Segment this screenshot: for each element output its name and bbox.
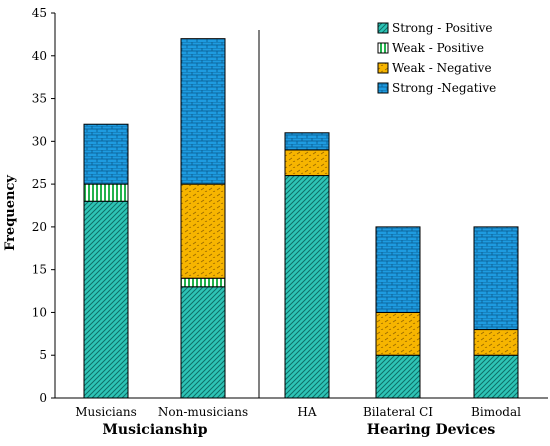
bar-segment: [375, 354, 421, 399]
bar-segment: [83, 183, 129, 202]
bar-segment: [83, 123, 129, 185]
bar-segment: [284, 175, 330, 399]
legend-swatch: [377, 62, 389, 74]
bar-segment: [284, 132, 330, 151]
bars: [83, 38, 519, 399]
bar-segment: [375, 311, 421, 356]
legend-label: Weak - Negative: [392, 61, 492, 75]
bar-segment: [473, 329, 519, 356]
group-labels: Musicianship Hearing Devices: [102, 422, 495, 438]
group-label: Hearing Devices: [367, 422, 496, 438]
legend-label: Strong -Negative: [392, 81, 496, 95]
x-tick-label: HA: [297, 405, 316, 419]
legend-label: Strong - Positive: [392, 21, 492, 35]
bar-segment: [180, 277, 226, 288]
bar-segment: [284, 149, 330, 177]
x-tick-label: Musicians: [75, 405, 137, 419]
y-axis: 0 5 10 15 20 25 30 35 40 45: [32, 6, 548, 405]
y-tick-label: 20: [32, 220, 47, 234]
y-axis-title: Frequency: [3, 175, 18, 251]
legend-swatch: [377, 22, 389, 34]
bar-segment: [180, 38, 226, 185]
bar-segment: [83, 200, 129, 399]
bar-segment: [473, 354, 519, 399]
y-tick-label: 25: [32, 177, 47, 191]
x-tick-label: Bilateral CI: [363, 405, 433, 419]
y-tick-label: 5: [39, 348, 47, 362]
bar-segment: [180, 183, 226, 279]
y-tick-label: 35: [32, 92, 47, 106]
group-label: Musicianship: [102, 422, 207, 438]
x-tick-label: Bimodal: [471, 405, 521, 419]
bar-segment: [375, 226, 421, 313]
y-tick-label: 15: [32, 263, 47, 277]
legend-label: Weak - Positive: [392, 41, 484, 55]
legend-swatch: [377, 82, 389, 94]
legend: Strong - Positive Weak - Positive Weak - N…: [377, 21, 496, 95]
legend-swatch: [377, 42, 389, 54]
bar-segment: [473, 226, 519, 331]
y-tick-label: 40: [32, 49, 47, 63]
y-tick-label: 45: [32, 6, 47, 20]
x-tick-label: Non-musicians: [158, 405, 248, 419]
y-tick-label: 30: [32, 134, 47, 148]
x-axis-labels: Musicians Non-musicians HA Bilateral CI Bimo…: [75, 405, 521, 419]
y-tick-label: 0: [39, 391, 47, 405]
bar-segment: [180, 286, 226, 399]
y-tick-label: 10: [32, 305, 47, 319]
